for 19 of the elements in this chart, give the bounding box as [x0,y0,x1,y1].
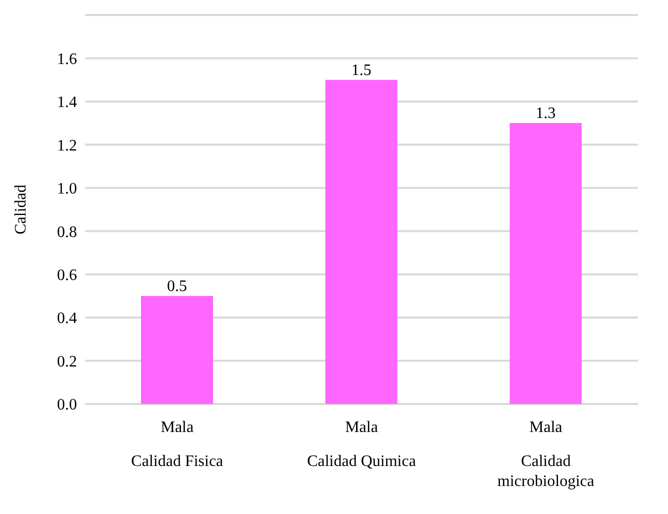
y-tick-label: 0.8 [57,224,77,241]
bar [141,296,213,404]
bar [325,80,398,404]
y-axis-title: Calidad [12,184,30,234]
data-label: 0.5 [167,278,187,295]
x-tick-label: Mala Calidad Fisica [131,419,224,470]
y-tick-label: 1.0 [57,180,77,198]
x-tick-label: Mala Calidad microbiologica [497,419,594,490]
y-tick-label: 0.2 [57,353,77,370]
y-tick-label: 1.6 [57,50,77,68]
y-tick-label: 1.4 [57,94,77,112]
y-tick-label: 1.2 [57,137,77,154]
bar [510,123,582,404]
x-tick-label: Mala Calidad Quimica [307,419,416,470]
y-tick-label: 0.0 [57,396,77,414]
y-tick-label: 0.4 [57,310,77,328]
y-tick-label: 0.6 [57,267,77,284]
data-label: 1.3 [536,105,556,122]
data-label: 1.5 [351,62,372,79]
